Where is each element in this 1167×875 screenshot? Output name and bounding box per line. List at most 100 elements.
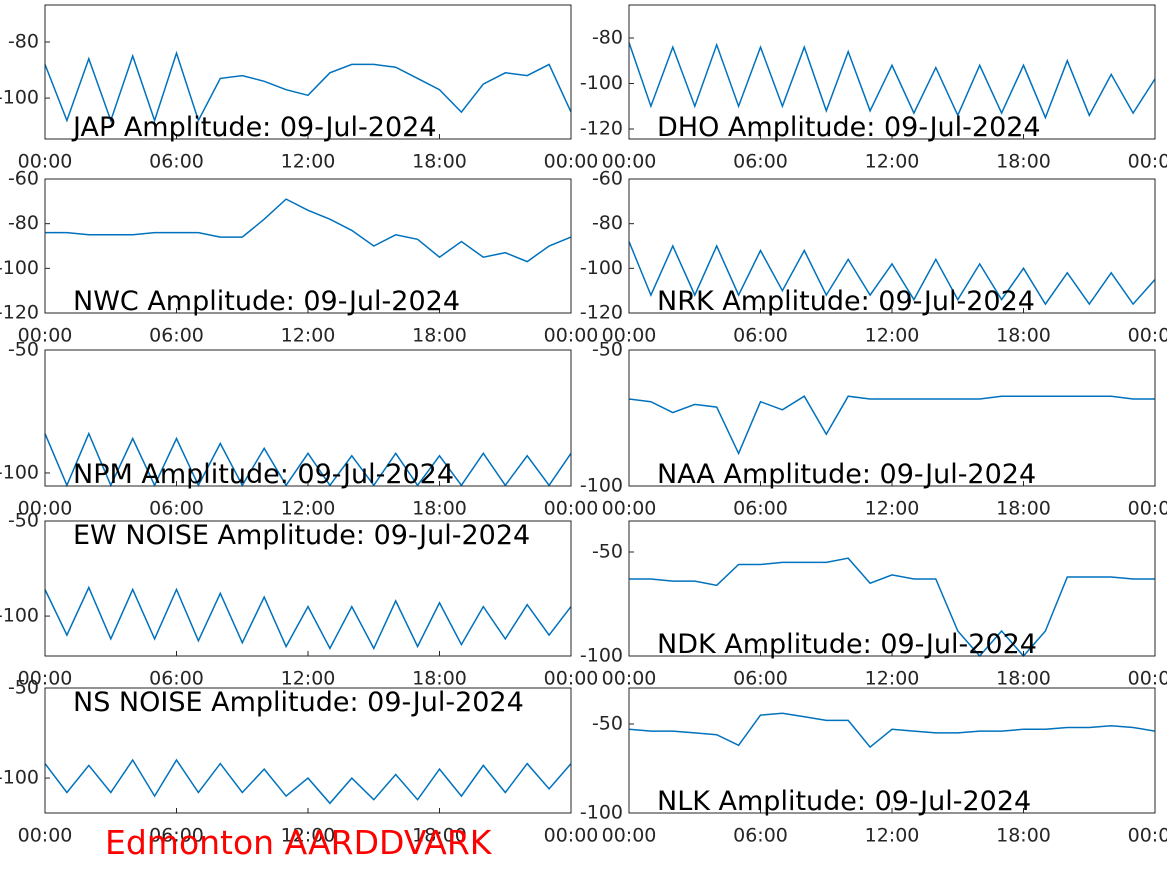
x-tick-label: 06:00 xyxy=(733,668,788,690)
y-tick-label: -80 xyxy=(8,212,39,234)
x-tick-label: 12:00 xyxy=(281,151,336,173)
y-tick-label: -60 xyxy=(592,168,623,190)
x-tick-label: 06:00 xyxy=(149,825,204,847)
y-tick-label: -100 xyxy=(0,87,39,109)
data-line xyxy=(45,198,572,263)
x-tick-label: 00:00 xyxy=(602,151,657,173)
y-tick-label: -50 xyxy=(8,339,39,361)
y-tick-label: -50 xyxy=(592,339,623,361)
data-line xyxy=(628,712,1156,749)
x-tick-label: 18:00 xyxy=(996,325,1051,347)
x-tick-label: 00:00 xyxy=(602,325,657,347)
y-tick-label: -100 xyxy=(580,72,623,94)
x-tick-label: 00:00 xyxy=(544,151,599,173)
data-line xyxy=(629,557,1155,658)
x-tick-label: 06:00 xyxy=(733,151,788,173)
x-tick-label: 00:00 xyxy=(1128,151,1167,173)
x-tick-label: 18:00 xyxy=(412,151,467,173)
y-tick-label: -100 xyxy=(580,645,623,667)
x-tick-label: 18:00 xyxy=(996,825,1051,847)
x-tick-label: 12:00 xyxy=(281,498,336,520)
x-tick-label: 12:00 xyxy=(281,325,336,347)
x-tick-label: 06:00 xyxy=(149,668,204,690)
plot-area xyxy=(45,5,571,139)
x-tick-label: 18:00 xyxy=(412,668,467,690)
data-line xyxy=(44,50,572,123)
x-tick-label: 12:00 xyxy=(865,151,920,173)
x-tick-label: 00:00 xyxy=(544,325,599,347)
x-tick-label: 00:00 xyxy=(18,151,73,173)
panel-title: JAP Amplitude: 09-Jul-2024 xyxy=(71,112,437,143)
x-tick-label: 00:00 xyxy=(602,668,657,690)
x-tick-label: 18:00 xyxy=(996,498,1051,520)
data-line xyxy=(628,395,1155,456)
plot-area xyxy=(45,179,571,313)
x-tick-label: 00:00 xyxy=(18,825,73,847)
x-tick-label: 18:00 xyxy=(412,825,467,847)
x-tick-label: 12:00 xyxy=(865,825,920,847)
x-tick-label: 06:00 xyxy=(733,498,788,520)
plot-area xyxy=(45,688,571,813)
panel-title: NDK Amplitude: 09-Jul-2024 xyxy=(657,629,1037,660)
y-tick-label: -50 xyxy=(592,540,623,562)
y-tick-label: -80 xyxy=(592,212,623,234)
data-line xyxy=(628,42,1156,120)
x-tick-label: 00:00 xyxy=(1128,668,1167,690)
x-tick-label: 00:00 xyxy=(544,825,599,847)
panel-title: NPM Amplitude: 09-Jul-2024 xyxy=(73,459,454,490)
y-tick-label: -50 xyxy=(8,677,39,699)
y-tick-label: -50 xyxy=(592,712,623,734)
x-tick-label: 06:00 xyxy=(733,325,788,347)
y-tick-label: -120 xyxy=(0,302,39,324)
panel-title: NS NOISE Amplitude: 09-Jul-2024 xyxy=(73,687,524,718)
y-tick-label: -100 xyxy=(580,257,623,279)
panel-title: DHO Amplitude: 09-Jul-2024 xyxy=(657,112,1041,143)
y-tick-label: -100 xyxy=(580,802,623,824)
x-tick-label: 06:00 xyxy=(149,325,204,347)
x-tick-label: 00:00 xyxy=(18,498,73,520)
panel: -50 -100 00:00 06:00 12:00 18:00 00:00 EW NOISE… xyxy=(0,510,598,690)
y-tick-label: -100 xyxy=(0,767,39,789)
panel-title: NAA Amplitude: 09-Jul-2024 xyxy=(657,459,1036,490)
x-tick-label: 06:00 xyxy=(733,825,788,847)
x-tick-label: 06:00 xyxy=(149,498,204,520)
x-tick-label: 00:00 xyxy=(1128,498,1167,520)
panel-title: NWC Amplitude: 09-Jul-2024 xyxy=(73,286,460,317)
y-tick-label: -100 xyxy=(580,475,623,497)
x-tick-label: 18:00 xyxy=(412,325,467,347)
y-tick-label: -100 xyxy=(0,461,39,483)
y-tick-label: -120 xyxy=(580,117,623,139)
y-tick-label: -100 xyxy=(0,257,39,279)
y-tick-label: -100 xyxy=(0,605,39,627)
x-tick-label: 18:00 xyxy=(412,498,467,520)
x-tick-label: 12:00 xyxy=(281,825,336,847)
y-tick-label: -80 xyxy=(592,26,623,48)
plot-area xyxy=(629,688,1155,813)
x-tick-label: 12:00 xyxy=(865,668,920,690)
panel: -80 -100 00:00 06:00 12:00 18:00 00:00 JAP Ampl… xyxy=(0,4,599,173)
plot-area xyxy=(629,350,1155,486)
y-tick-label: -50 xyxy=(8,510,39,532)
y-tick-label: -120 xyxy=(580,302,623,324)
x-tick-label: 00:00 xyxy=(602,825,657,847)
data-line xyxy=(44,431,572,488)
x-tick-label: 00:00 xyxy=(544,498,599,520)
x-tick-label: 00:00 xyxy=(1128,325,1167,347)
x-tick-label: 00:00 xyxy=(602,498,657,520)
plot-area xyxy=(629,5,1155,139)
x-tick-label: 12:00 xyxy=(281,668,336,690)
x-tick-label: 12:00 xyxy=(865,498,920,520)
x-tick-label: 12:00 xyxy=(865,325,920,347)
plot-area xyxy=(629,521,1155,656)
panel: -80-100-12000:0006:0012:0018:0000:00DHO … xyxy=(580,4,1167,173)
x-tick-label: 00:00 xyxy=(18,668,73,690)
panel-title: EW NOISE Amplitude: 09-Jul-2024 xyxy=(73,520,530,551)
panel: -50 -100 00:00 06:00 12:00 18:00 00:00 NS NOISE… xyxy=(0,677,598,847)
